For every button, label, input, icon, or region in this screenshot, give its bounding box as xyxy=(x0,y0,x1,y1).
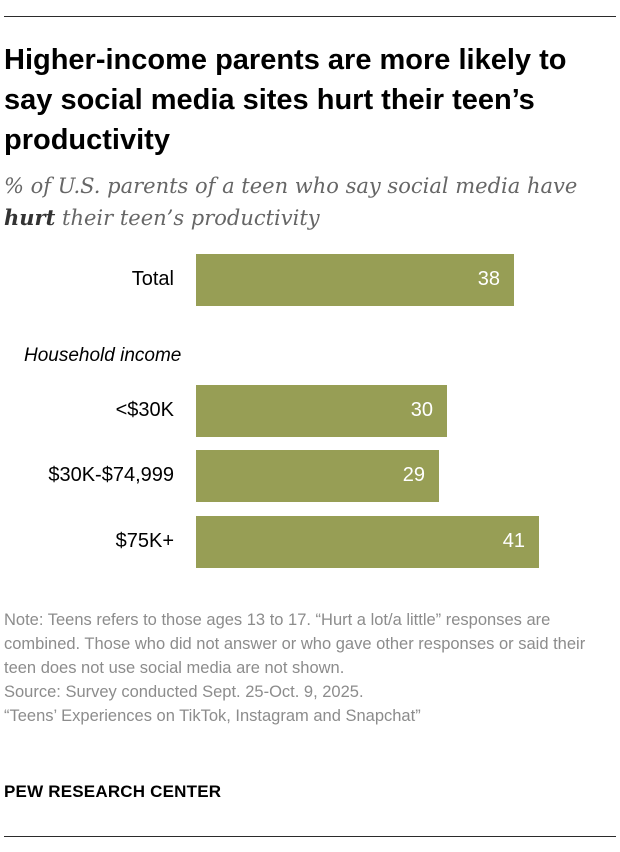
source-text: Source: Survey conducted Sept. 25-Oct. 9… xyxy=(4,683,364,701)
chart-subtitle: % of U.S. parents of a teen who say soci… xyxy=(4,170,604,234)
pew-logo-text: PEW RESEARCH CENTER xyxy=(4,782,222,801)
subtitle-text-before: % of U.S. parents of a teen who say soci… xyxy=(4,174,578,198)
subtitle-text-after: their teen’s productivity xyxy=(62,206,320,230)
category-label: $30K-$74,999 xyxy=(48,464,174,486)
bar xyxy=(196,516,539,568)
data-label: 38 xyxy=(477,268,500,290)
data-label: 41 xyxy=(502,530,525,552)
report-title: “Teens’ Experiences on TikTok, Instagram… xyxy=(4,707,421,725)
category-label: <$30K xyxy=(115,399,174,421)
data-label: 29 xyxy=(402,464,425,486)
category-label: $75K+ xyxy=(115,530,174,552)
subtitle-emphasis: hurt xyxy=(4,205,56,230)
chart-notes: Note: Teens refers to those ages 13 to 1… xyxy=(4,608,616,728)
category-label: Total xyxy=(131,268,174,290)
group-label: Household income xyxy=(24,345,182,366)
bar xyxy=(196,385,447,437)
data-label: 30 xyxy=(410,399,433,421)
bottom-rule xyxy=(4,836,616,837)
top-rule xyxy=(4,16,616,17)
note-text: Note: Teens refers to those ages 13 to 1… xyxy=(4,611,586,677)
bar xyxy=(196,450,439,502)
chart-title: Higher-income parents are more likely to… xyxy=(4,44,567,156)
bar xyxy=(196,254,514,306)
